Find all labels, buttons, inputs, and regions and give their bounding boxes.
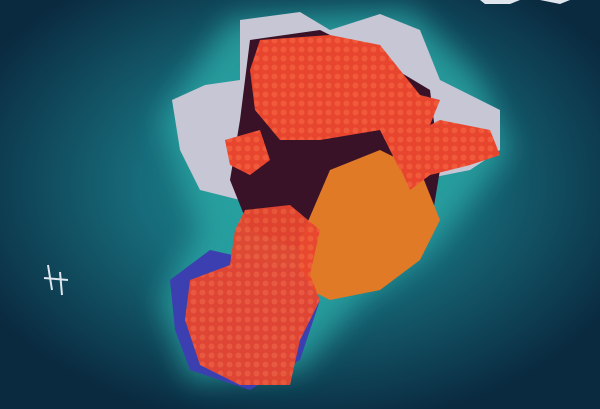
red-marker-cluster-west	[225, 130, 270, 175]
red-marker-cluster-south	[185, 205, 320, 385]
islet-top-right	[480, 0, 570, 4]
red-marker-cluster-east	[390, 120, 500, 190]
desert-region	[300, 150, 440, 300]
red-marker-cluster-north	[250, 35, 440, 170]
small-islet	[43, 264, 69, 296]
